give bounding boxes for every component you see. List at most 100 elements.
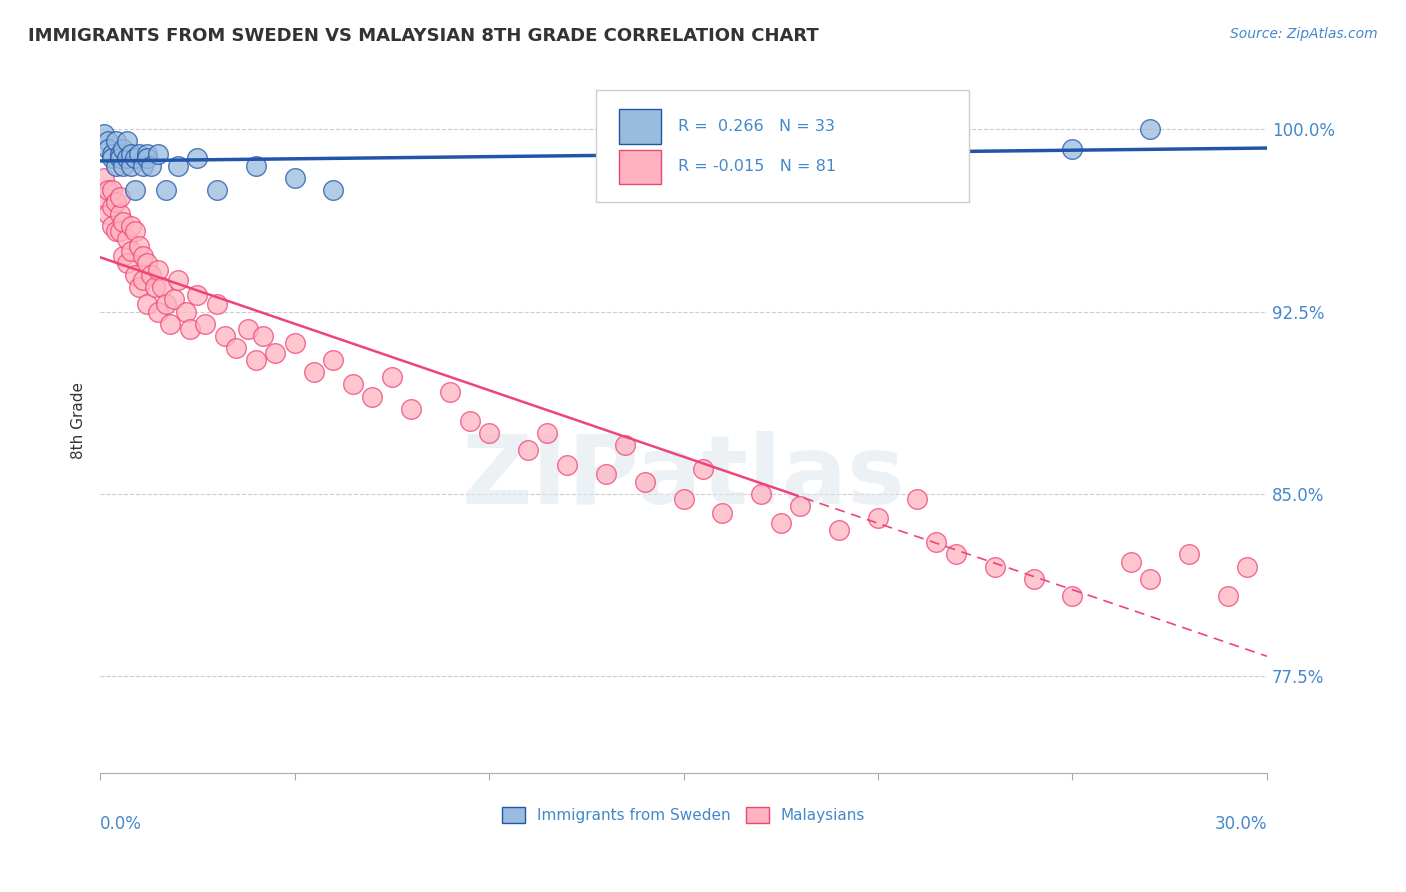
Point bbox=[245, 159, 267, 173]
Point bbox=[214, 328, 236, 343]
Point bbox=[135, 297, 157, 311]
Point bbox=[516, 442, 538, 457]
Point bbox=[108, 146, 131, 161]
Point bbox=[381, 370, 404, 384]
Point bbox=[108, 190, 131, 204]
Point bbox=[135, 256, 157, 270]
Point bbox=[148, 304, 170, 318]
Point bbox=[186, 287, 208, 301]
Point bbox=[205, 183, 228, 197]
Point bbox=[120, 159, 142, 173]
Point bbox=[205, 297, 228, 311]
Legend: Immigrants from Sweden, Malaysians: Immigrants from Sweden, Malaysians bbox=[496, 801, 872, 829]
FancyBboxPatch shape bbox=[596, 90, 969, 202]
Point bbox=[132, 273, 155, 287]
Text: 0.0%: 0.0% bbox=[100, 815, 142, 833]
Point bbox=[108, 152, 131, 166]
Point bbox=[108, 224, 131, 238]
Point bbox=[124, 224, 146, 238]
Point bbox=[101, 152, 124, 166]
Point bbox=[536, 425, 558, 440]
Point bbox=[711, 506, 734, 520]
Point bbox=[97, 142, 120, 156]
Point bbox=[322, 183, 344, 197]
Point bbox=[132, 249, 155, 263]
Point bbox=[245, 353, 267, 368]
Point bbox=[163, 293, 186, 307]
Point bbox=[555, 458, 578, 472]
Point bbox=[117, 256, 139, 270]
Point bbox=[139, 268, 162, 282]
Point bbox=[1062, 142, 1084, 156]
Point bbox=[155, 183, 177, 197]
Point bbox=[97, 183, 120, 197]
Point bbox=[104, 195, 127, 210]
Point bbox=[148, 263, 170, 277]
Point bbox=[124, 152, 146, 166]
Point bbox=[401, 401, 423, 416]
Point bbox=[93, 127, 115, 141]
Point bbox=[159, 317, 181, 331]
Text: 30.0%: 30.0% bbox=[1215, 815, 1267, 833]
Point bbox=[692, 462, 714, 476]
Point bbox=[93, 190, 115, 204]
Point bbox=[135, 152, 157, 166]
Point bbox=[117, 152, 139, 166]
Point bbox=[186, 152, 208, 166]
Y-axis label: 8th Grade: 8th Grade bbox=[72, 383, 86, 459]
Point bbox=[322, 353, 344, 368]
Text: R = -0.015   N = 81: R = -0.015 N = 81 bbox=[678, 159, 835, 174]
Point bbox=[117, 232, 139, 246]
Point bbox=[595, 467, 617, 482]
Point bbox=[112, 142, 135, 156]
Point bbox=[97, 135, 120, 149]
Point bbox=[945, 548, 967, 562]
Point bbox=[101, 183, 124, 197]
Point bbox=[179, 321, 201, 335]
Point bbox=[252, 328, 274, 343]
Point bbox=[124, 268, 146, 282]
Point bbox=[124, 183, 146, 197]
Point bbox=[112, 159, 135, 173]
Point bbox=[150, 280, 173, 294]
Point bbox=[128, 146, 150, 161]
Point bbox=[101, 200, 124, 214]
Point bbox=[1139, 122, 1161, 136]
Point bbox=[1216, 589, 1239, 603]
Point bbox=[174, 304, 197, 318]
Point bbox=[135, 146, 157, 161]
Point bbox=[633, 475, 655, 489]
Point bbox=[478, 425, 501, 440]
Point bbox=[101, 146, 124, 161]
Point bbox=[439, 384, 461, 399]
Point bbox=[143, 280, 166, 294]
Point bbox=[167, 159, 190, 173]
Point bbox=[866, 511, 889, 525]
Point bbox=[1178, 548, 1201, 562]
Text: IMMIGRANTS FROM SWEDEN VS MALAYSIAN 8TH GRADE CORRELATION CHART: IMMIGRANTS FROM SWEDEN VS MALAYSIAN 8TH … bbox=[28, 27, 818, 45]
Point bbox=[905, 491, 928, 506]
Point bbox=[236, 321, 259, 335]
Point bbox=[361, 390, 384, 404]
FancyBboxPatch shape bbox=[619, 110, 661, 144]
Point bbox=[749, 487, 772, 501]
Point bbox=[194, 317, 217, 331]
Point bbox=[93, 170, 115, 185]
Point bbox=[672, 491, 695, 506]
Point bbox=[128, 239, 150, 253]
Point bbox=[117, 135, 139, 149]
Point bbox=[264, 346, 287, 360]
Point bbox=[101, 219, 124, 234]
Point bbox=[112, 249, 135, 263]
Point bbox=[104, 224, 127, 238]
Point bbox=[925, 535, 948, 549]
Text: Source: ZipAtlas.com: Source: ZipAtlas.com bbox=[1230, 27, 1378, 41]
Point bbox=[120, 219, 142, 234]
Text: ZIPatlas: ZIPatlas bbox=[461, 431, 905, 524]
Point bbox=[104, 159, 127, 173]
Point bbox=[120, 146, 142, 161]
Point bbox=[789, 499, 811, 513]
Point bbox=[614, 438, 637, 452]
Point bbox=[458, 414, 481, 428]
Point bbox=[983, 559, 1005, 574]
